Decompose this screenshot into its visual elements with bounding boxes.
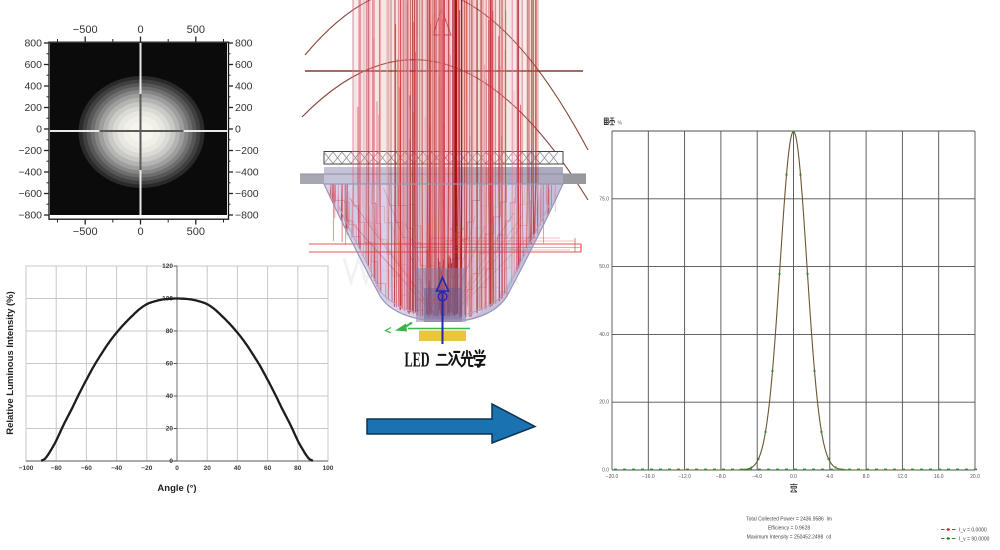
- svg-text:80: 80: [294, 465, 302, 472]
- svg-text:500: 500: [187, 24, 205, 36]
- svg-text:−60: −60: [81, 465, 92, 472]
- svg-text:600: 600: [24, 59, 42, 71]
- svg-text:−200: −200: [235, 145, 259, 157]
- svg-text:Relative Luminous Intensity (%: Relative Luminous Intensity (%): [5, 291, 16, 435]
- svg-text:−80: −80: [51, 465, 62, 472]
- svg-text:−500: −500: [73, 226, 98, 238]
- svg-text:I_v = 0.0000: I_v = 0.0000: [959, 528, 987, 534]
- svg-text:20: 20: [166, 426, 174, 433]
- svg-text:100: 100: [323, 465, 334, 472]
- svg-text:120: 120: [162, 263, 173, 270]
- svg-text:−500: −500: [73, 24, 98, 36]
- svg-text:LED: LED: [405, 348, 430, 371]
- svg-text:12.0: 12.0: [898, 474, 908, 480]
- svg-text:−20.0: −20.0: [606, 474, 619, 480]
- svg-text:400: 400: [24, 81, 42, 93]
- svg-text:60: 60: [166, 361, 174, 368]
- svg-text:Efficiency = 0.9628: Efficiency = 0.9628: [768, 526, 811, 532]
- svg-text:0: 0: [169, 458, 173, 465]
- svg-text:20: 20: [204, 465, 212, 472]
- svg-text:60: 60: [264, 465, 272, 472]
- svg-text:0.0: 0.0: [790, 474, 797, 480]
- svg-text:800: 800: [24, 38, 42, 50]
- svg-text:−200: −200: [18, 145, 42, 157]
- svg-text:75.0: 75.0: [599, 196, 609, 202]
- svg-text:−4.0: −4.0: [752, 474, 762, 480]
- svg-text:20.0: 20.0: [599, 400, 609, 406]
- svg-text:−16.0: −16.0: [642, 474, 655, 480]
- svg-text:200: 200: [24, 102, 42, 114]
- svg-text:40.0: 40.0: [599, 332, 609, 338]
- svg-text:40: 40: [166, 393, 174, 400]
- svg-text:−40: −40: [111, 465, 122, 472]
- svg-text:Angle (°): Angle (°): [157, 483, 196, 494]
- svg-text:−12.0: −12.0: [678, 474, 691, 480]
- svg-text:80: 80: [166, 328, 174, 335]
- svg-text:0: 0: [235, 124, 241, 136]
- svg-text:−600: −600: [235, 188, 259, 200]
- svg-text:4.0: 4.0: [826, 474, 833, 480]
- svg-text:−800: −800: [235, 210, 259, 222]
- svg-text:500: 500: [187, 226, 205, 238]
- svg-text:16.0: 16.0: [934, 474, 944, 480]
- svg-text:%: %: [618, 121, 623, 127]
- svg-text:400: 400: [235, 81, 253, 93]
- svg-text:−20: −20: [141, 465, 152, 472]
- svg-text:−400: −400: [18, 167, 42, 179]
- svg-text:0: 0: [175, 465, 179, 472]
- svg-text:40: 40: [234, 465, 242, 472]
- svg-text:0.0: 0.0: [602, 468, 609, 474]
- svg-text:−800: −800: [18, 210, 42, 222]
- svg-text:0: 0: [36, 124, 42, 136]
- svg-text:−100: −100: [19, 465, 34, 472]
- svg-text:Total Collected Power = 2436.9: Total Collected Power = 2436.9586 lm: [746, 517, 832, 523]
- svg-text:8.0: 8.0: [863, 474, 870, 480]
- svg-text:200: 200: [235, 102, 253, 114]
- svg-text:20.0: 20.0: [970, 474, 980, 480]
- svg-text:0: 0: [137, 24, 143, 36]
- svg-text:−600: −600: [18, 188, 42, 200]
- svg-text:−400: −400: [235, 167, 259, 179]
- svg-text:I_v = 90.0000: I_v = 90.0000: [959, 537, 990, 543]
- svg-text:800: 800: [235, 38, 253, 50]
- svg-text:−8.0: −8.0: [716, 474, 726, 480]
- svg-text:Maximum Intensity = 250452.249: Maximum Intensity = 250452.2498 cd: [747, 535, 832, 541]
- svg-text:600: 600: [235, 59, 253, 71]
- svg-text:0: 0: [137, 226, 143, 238]
- svg-text:50.0: 50.0: [599, 264, 609, 270]
